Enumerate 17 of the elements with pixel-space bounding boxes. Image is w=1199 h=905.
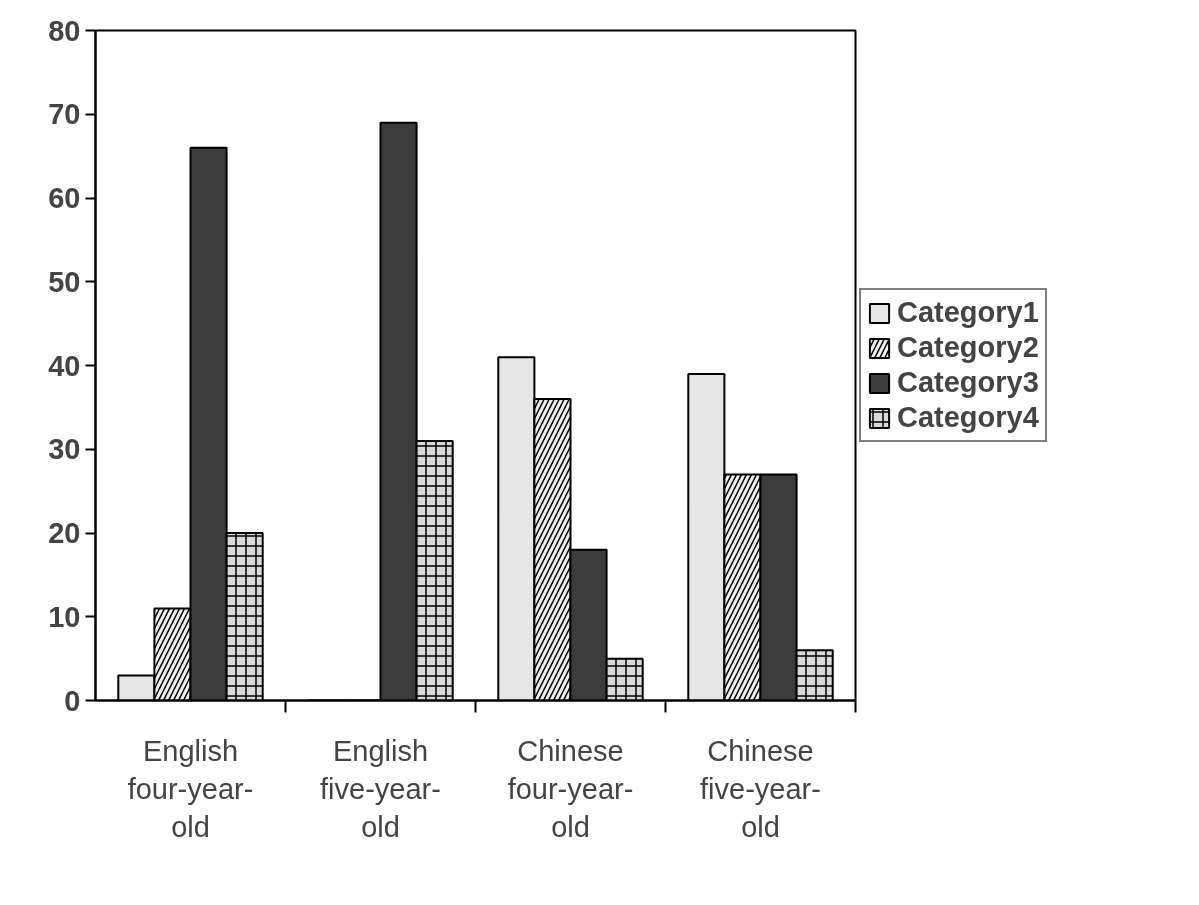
x-tick-label: English four-year-old <box>127 734 254 844</box>
legend-label: Category4 <box>897 401 1039 434</box>
y-tick-label: 30 <box>48 433 81 466</box>
legend-label: Category2 <box>897 331 1039 364</box>
y-tick-label: 10 <box>48 600 81 633</box>
x-tick-label: English five-year-old <box>320 734 441 844</box>
y-tick-label: 80 <box>48 14 81 47</box>
legend-label: Category3 <box>897 366 1039 399</box>
legend-label: Category1 <box>897 296 1039 329</box>
y-tick-label: 0 <box>64 684 81 717</box>
y-tick-label: 70 <box>48 98 81 131</box>
x-tick-label: Chinese four-year-old <box>507 734 634 844</box>
y-tick-label: 20 <box>48 517 81 549</box>
x-tick-label: Chinese five-year-old <box>700 734 821 844</box>
y-tick-label: 50 <box>48 265 81 298</box>
y-tick-label: 60 <box>48 182 81 214</box>
y-tick-label: 40 <box>48 349 81 382</box>
